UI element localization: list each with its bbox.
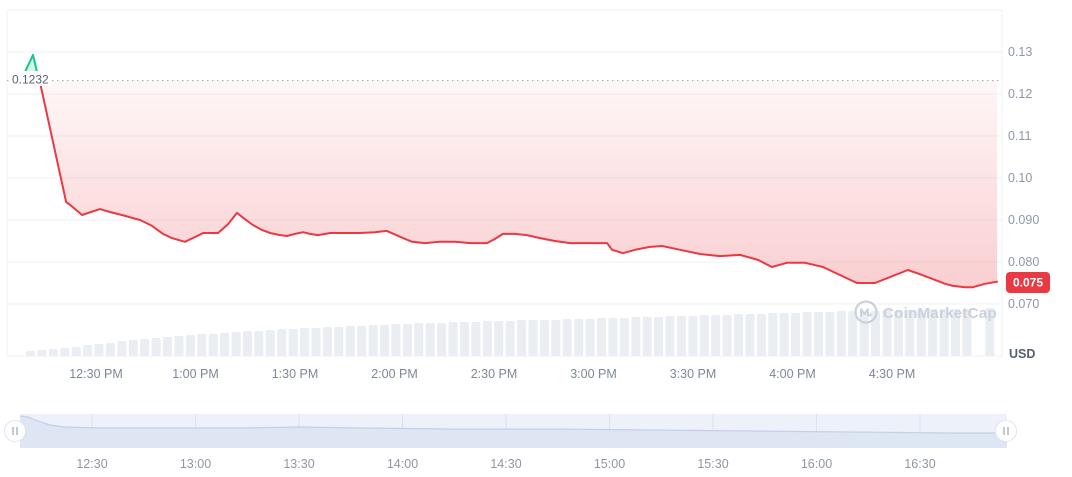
navigator-tick: 13:30 <box>283 457 314 471</box>
range-navigator <box>4 414 1017 448</box>
x-axis-tick: 4:30 PM <box>869 367 916 381</box>
navigator-axis-labels: 12:30 13:00 13:30 14:00 14:30 15:00 15:3… <box>76 457 935 471</box>
y-axis-labels: 0.13 0.12 0.11 0.10 0.090 0.080 0.070 US… <box>1008 45 1039 361</box>
prev-close-label-backing <box>10 71 52 86</box>
handle-grip-icon <box>1003 427 1009 435</box>
navigator-spark-line <box>19 415 1007 434</box>
price-area-fill <box>39 80 998 288</box>
navigator-tick: 16:30 <box>904 457 935 471</box>
navigator-handle-left[interactable] <box>4 420 26 442</box>
navigator-tick: 13:00 <box>180 457 211 471</box>
y-axis-tick: 0.12 <box>1008 87 1032 101</box>
navigator-handle-right[interactable] <box>995 420 1017 442</box>
x-axis-tick: 3:30 PM <box>670 367 717 381</box>
currency-label: USD <box>1009 347 1035 361</box>
y-axis-tick: 0.090 <box>1008 213 1039 227</box>
x-axis-tick: 4:00 PM <box>769 367 816 381</box>
x-axis-tick: 2:30 PM <box>471 367 518 381</box>
y-axis-tick: 0.11 <box>1008 129 1031 143</box>
y-axis-tick: 0.10 <box>1008 171 1032 185</box>
x-axis-tick: 1:00 PM <box>172 367 219 381</box>
current-price-value: 0.075 <box>1013 276 1043 290</box>
watermark-text: CoinMarketCap <box>883 305 997 322</box>
handle-grip-icon <box>12 427 18 435</box>
navigator-spark-fill <box>20 416 1007 448</box>
coinmarketcap-logo: CoinMarketCap <box>854 300 997 324</box>
price-line <box>38 79 999 289</box>
current-price-badge: 0.075 <box>1006 272 1050 293</box>
y-axis-tick: 0.070 <box>1008 297 1039 311</box>
navigator-tick: 14:30 <box>490 457 521 471</box>
x-axis-tick: 12:30 PM <box>69 367 123 381</box>
x-axis-tick: 1:30 PM <box>272 367 319 381</box>
prev-close-label: 0.1232 <box>12 73 49 87</box>
volume-bars <box>26 308 995 356</box>
x-axis-tick: 3:00 PM <box>570 367 617 381</box>
y-axis-tick: 0.13 <box>1008 45 1032 59</box>
y-axis-tick: 0.080 <box>1008 255 1039 269</box>
x-axis-tick: 2:00 PM <box>371 367 418 381</box>
navigator-tick: 16:00 <box>801 457 832 471</box>
navigator-tick: 15:00 <box>594 457 625 471</box>
navigator-tick: 14:00 <box>387 457 418 471</box>
x-axis-labels: 12:30 PM 1:00 PM 1:30 PM 2:00 PM 2:30 PM… <box>69 367 915 381</box>
chart-plot-area[interactable] <box>7 10 1002 357</box>
coinmarketcap-m-glyph <box>860 308 872 317</box>
navigator-tick: 12:30 <box>76 457 107 471</box>
navigator-tick: 15:30 <box>697 457 728 471</box>
